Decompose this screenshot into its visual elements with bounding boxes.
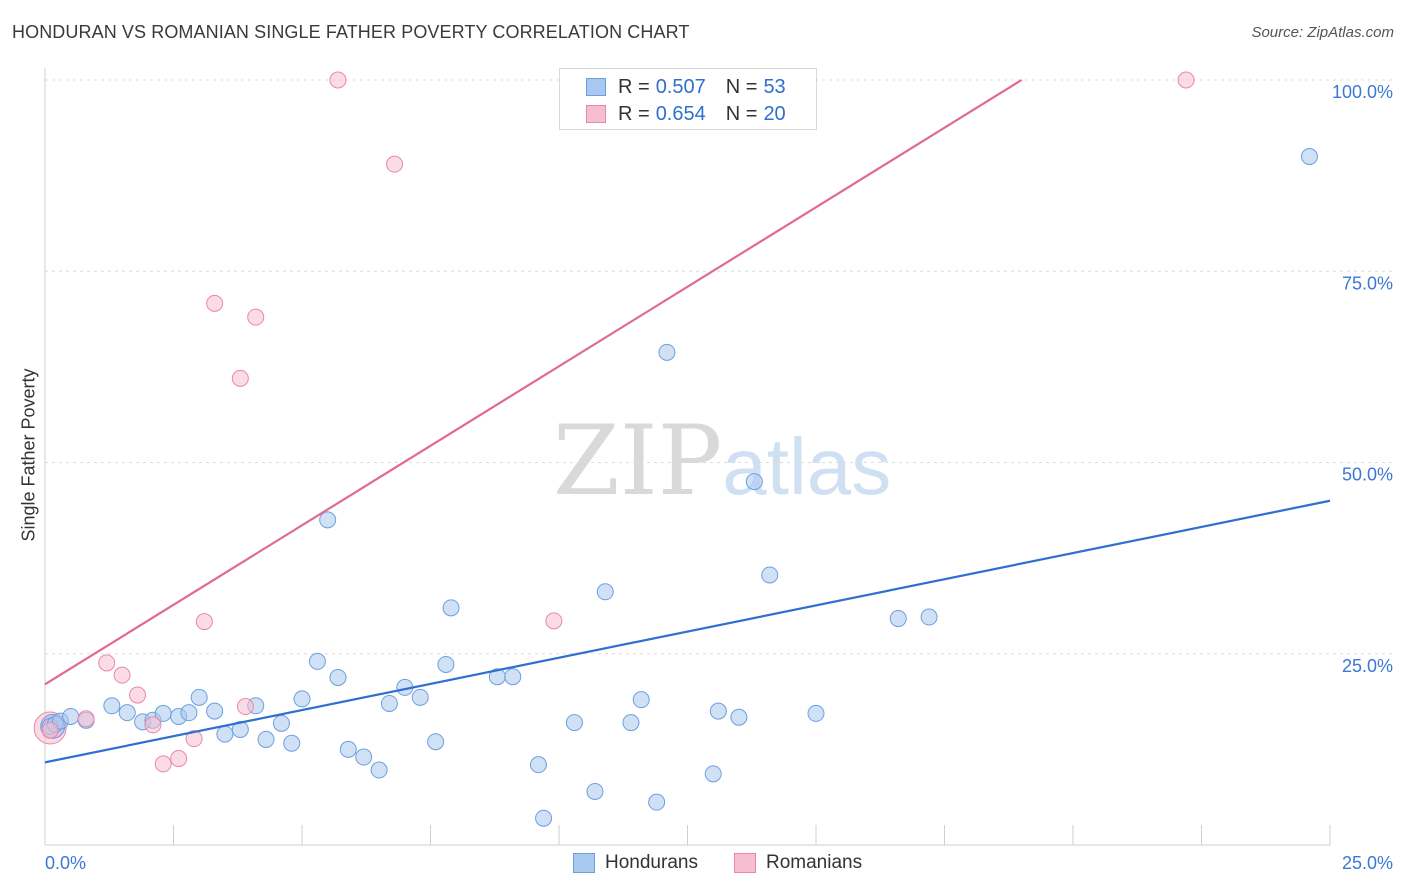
honduran-point xyxy=(427,733,445,751)
hondurans-trendline xyxy=(44,499,1331,764)
honduran-point xyxy=(257,730,275,748)
x-tick-label: 25.0% xyxy=(1342,853,1393,873)
romanian-point xyxy=(247,308,265,326)
romanian-point xyxy=(113,666,131,684)
y-tick-label: 25.0% xyxy=(1342,656,1393,676)
romanian-point xyxy=(41,721,59,739)
watermark-zip: ZIP xyxy=(553,405,723,517)
romanian-point xyxy=(98,654,116,672)
legend-swatch-hondurans xyxy=(586,78,606,96)
honduran-point xyxy=(807,704,825,722)
legend-row-romanians: R = 0.654 N = 20 xyxy=(586,102,786,126)
romanian-point xyxy=(195,613,213,631)
honduran-point xyxy=(709,702,727,720)
honduran-point xyxy=(283,734,301,752)
honduran-point xyxy=(704,765,722,783)
honduran-point xyxy=(730,708,748,726)
romanian-point xyxy=(545,612,563,630)
honduran-point xyxy=(565,714,583,732)
legend-r-value: 0.507 xyxy=(655,75,706,98)
legend-row-hondurans: R = 0.507 N = 53 xyxy=(586,75,786,99)
honduran-point xyxy=(355,748,373,766)
honduran-point xyxy=(745,473,763,491)
honduran-point xyxy=(504,668,522,686)
y-tick-label: 75.0% xyxy=(1342,273,1393,293)
honduran-point xyxy=(308,652,326,670)
stats-legend: R = 0.507 N = 53 R = 0.654 N = 20 xyxy=(559,68,817,130)
honduran-point xyxy=(889,610,907,628)
romanian-point xyxy=(144,716,162,734)
honduran-point xyxy=(437,655,455,673)
legend-r-label: R = xyxy=(618,102,650,125)
honduran-point xyxy=(103,697,121,715)
romanian-point xyxy=(129,686,147,704)
honduran-point xyxy=(596,583,614,601)
watermark-atlas: atlas xyxy=(722,422,892,511)
bottom-legend-swatch-romanians xyxy=(734,853,756,873)
honduran-point xyxy=(622,714,640,732)
legend-n-label: N = xyxy=(725,102,758,125)
romanian-point xyxy=(206,294,224,312)
honduran-point xyxy=(411,688,429,706)
honduran-point xyxy=(632,691,650,709)
honduran-point xyxy=(231,720,249,738)
honduran-point xyxy=(370,761,388,779)
honduran-point xyxy=(190,688,208,706)
watermark: ZIPatlas xyxy=(553,405,891,517)
romanian-point xyxy=(185,730,203,748)
legend-swatch-romanians xyxy=(586,105,606,123)
y-axis-label: Single Father Poverty xyxy=(18,368,39,542)
honduran-point xyxy=(648,793,666,811)
romanian-point xyxy=(154,755,172,773)
honduran-point xyxy=(1300,148,1318,165)
honduran-point xyxy=(319,511,337,529)
source-label: Source: ZipAtlas.com xyxy=(1251,24,1394,41)
bottom-legend-label-romanians: Romanians xyxy=(766,852,863,873)
honduran-point xyxy=(118,704,136,722)
y-tick-label: 50.0% xyxy=(1342,465,1393,485)
bottom-legend-label-hondurans: Hondurans xyxy=(605,852,698,873)
romanian-point xyxy=(386,155,404,173)
romanian-point xyxy=(231,369,249,387)
honduran-point xyxy=(206,702,224,720)
legend-n-label: N = xyxy=(725,75,758,98)
honduran-point xyxy=(535,809,553,827)
legend-n-value: 53 xyxy=(763,75,786,98)
romanian-point xyxy=(1177,71,1195,89)
romanians-trendline xyxy=(44,79,1023,686)
honduran-point xyxy=(272,714,290,732)
romanian-point xyxy=(329,71,347,89)
honduran-point xyxy=(761,566,779,584)
honduran-point xyxy=(586,782,604,800)
legend-n-value: 20 xyxy=(763,102,786,125)
x-tick-label: 0.0% xyxy=(45,853,86,873)
honduran-point xyxy=(339,740,357,758)
honduran-point xyxy=(920,608,938,626)
romanian-point xyxy=(170,750,188,768)
legend-r-value: 0.654 xyxy=(655,102,706,125)
legend-r-label: R = xyxy=(618,75,650,98)
honduran-point xyxy=(62,707,80,725)
chart-title: HONDURAN VS ROMANIAN SINGLE FATHER POVER… xyxy=(12,22,690,42)
honduran-point xyxy=(442,599,460,617)
honduran-point xyxy=(380,694,398,712)
honduran-point xyxy=(329,668,347,686)
romanian-point xyxy=(77,710,95,728)
bottom-legend-romanians: Romanians xyxy=(734,852,862,874)
honduran-point xyxy=(529,756,547,774)
honduran-point xyxy=(658,343,676,361)
bottom-legend-hondurans: Hondurans xyxy=(573,852,698,874)
honduran-point xyxy=(293,690,311,708)
y-tick-label: 100.0% xyxy=(1332,82,1393,102)
honduran-point xyxy=(180,704,198,722)
bottom-legend-swatch-hondurans xyxy=(573,853,595,873)
romanian-point xyxy=(236,698,254,716)
honduran-point xyxy=(216,725,234,743)
